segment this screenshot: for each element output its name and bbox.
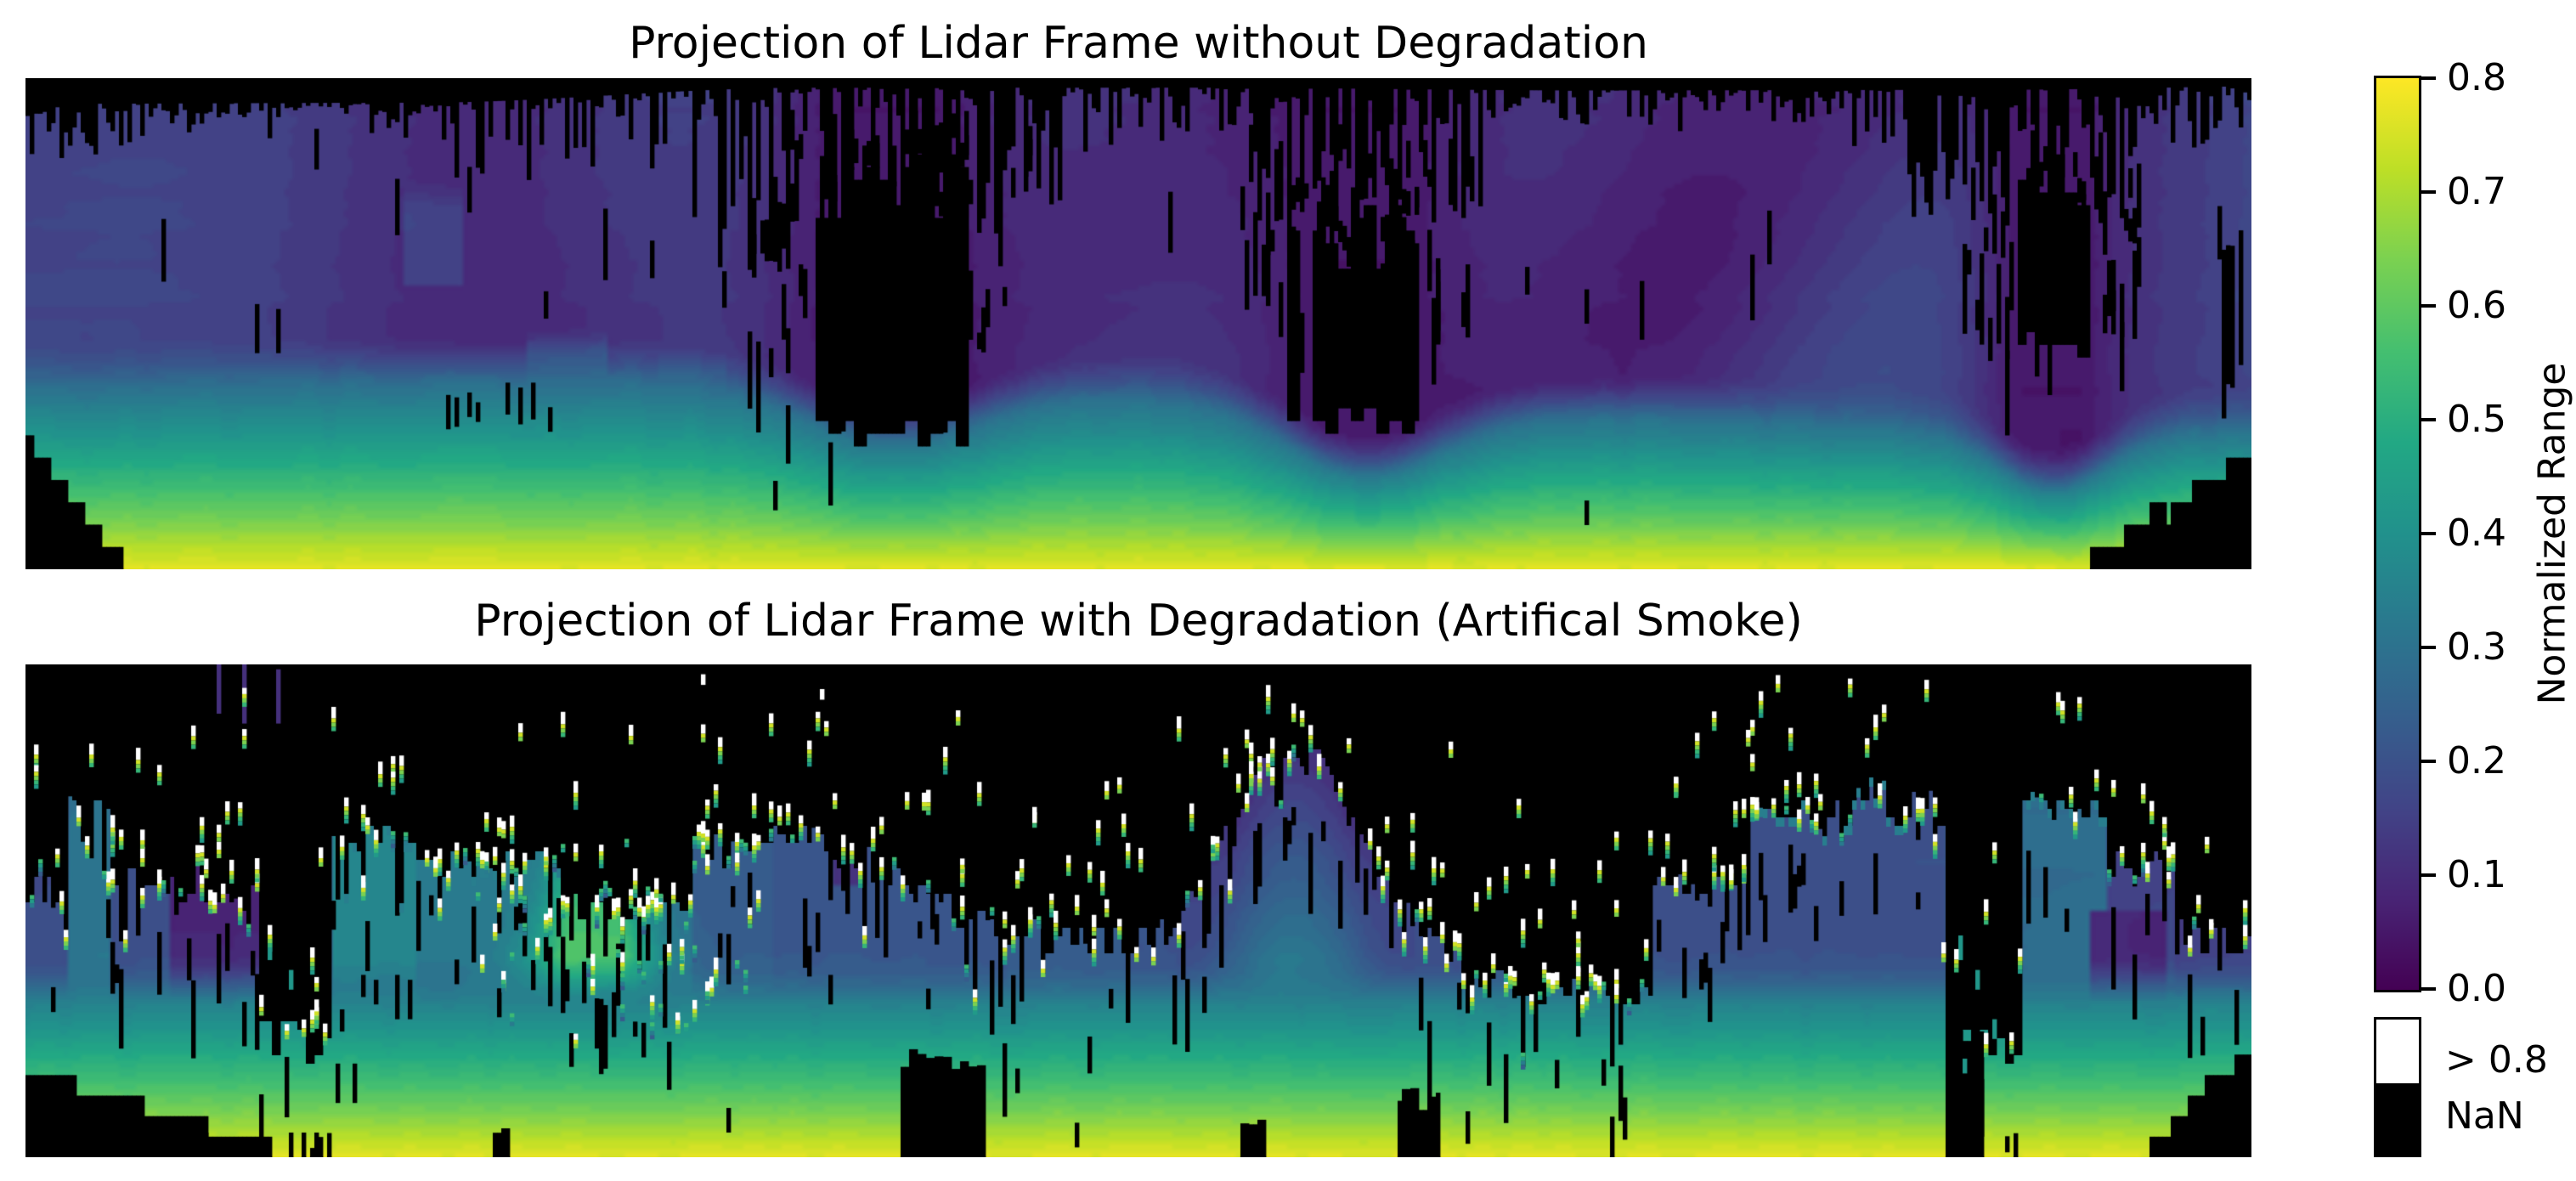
- colorbar-tick-label: 0.6: [2447, 284, 2506, 327]
- colorbar-tick-label: 0.3: [2447, 625, 2506, 669]
- colorbar-tick: [2421, 873, 2436, 877]
- nan-label: NaN: [2445, 1094, 2524, 1138]
- colorbar-tick-label: 0.7: [2447, 170, 2506, 213]
- over-range-label: > 0.8: [2445, 1038, 2548, 1082]
- colorbar-tick-label: 0.0: [2447, 967, 2506, 1010]
- colorbar-tick: [2421, 760, 2436, 763]
- colorbar-tick: [2421, 646, 2436, 649]
- colorbar-tick: [2421, 304, 2436, 308]
- colorbar-tick-label: 0.2: [2447, 739, 2506, 783]
- colorbar: [2374, 76, 2421, 992]
- panel-title-with-degradation: Projection of Lidar Frame with Degradati…: [474, 596, 1803, 647]
- colorbar-tick: [2421, 190, 2436, 194]
- over-range-swatch: [2374, 1017, 2421, 1086]
- colorbar-tick: [2421, 76, 2436, 80]
- colorbar-tick-label: 0.1: [2447, 853, 2506, 896]
- colorbar-tick-label: 0.5: [2447, 398, 2506, 441]
- nan-swatch: [2374, 1086, 2421, 1157]
- lidar-range-image-degraded: [25, 664, 2251, 1157]
- colorbar-tick-label: 0.8: [2447, 56, 2506, 99]
- colorbar-tick: [2421, 987, 2436, 991]
- lidar-range-image-clean: [25, 78, 2251, 569]
- colorbar-tick-label: 0.4: [2447, 511, 2506, 555]
- colorbar-axis-label: Normalized Range: [2530, 362, 2574, 705]
- panel-title-without-degradation: Projection of Lidar Frame without Degrad…: [629, 18, 1648, 69]
- colorbar-tick: [2421, 532, 2436, 535]
- colorbar-tick: [2421, 418, 2436, 421]
